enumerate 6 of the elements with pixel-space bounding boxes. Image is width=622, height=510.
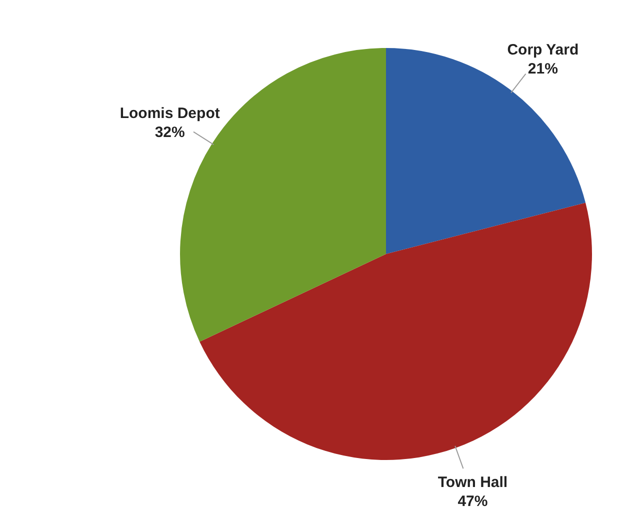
slice-label: Loomis Depot [120,105,220,122]
data-label: 47% [458,493,488,510]
slice-label: Town Hall [438,474,508,492]
data-label: 32% [154,124,185,142]
slice-label: Corp Yard [507,41,579,58]
data-label: 21% [528,60,558,78]
